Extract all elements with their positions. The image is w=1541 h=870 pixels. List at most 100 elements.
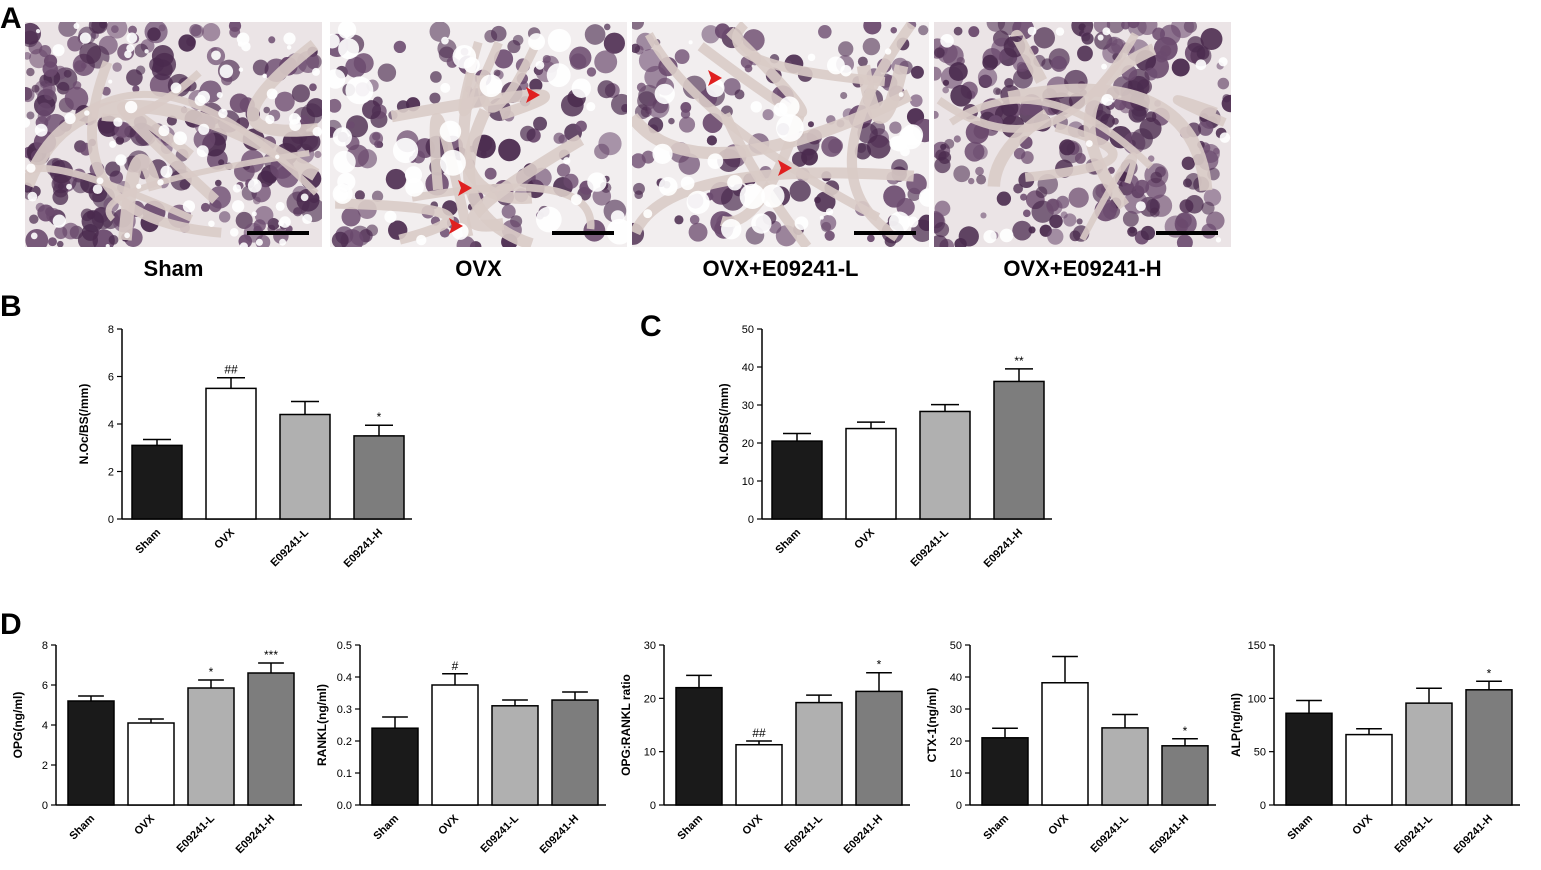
y-tick-label: 150 [1248, 640, 1266, 652]
y-tick-label: 30 [644, 640, 656, 652]
x-tick-label: E09241-L [478, 812, 521, 855]
bar-e09241-h [993, 380, 1045, 520]
bar-sham [131, 444, 183, 520]
x-tick-label: Sham [981, 812, 1011, 842]
chart-d1: 0 2 4 6 8 OPG(ng/ml) Sham OVX * E09241-L *** E09241… [11, 632, 308, 870]
bar-e09241-l [279, 413, 331, 520]
x-tick-label: E09241-L [1392, 812, 1435, 855]
micrograph-image [934, 22, 1231, 247]
micrograph-label: OVX [455, 256, 502, 281]
y-axis-label: CTX-1(ng/ml) [925, 688, 939, 763]
x-tick-label: Sham [371, 812, 401, 842]
micrograph-label: OVX+E09241-L [702, 256, 859, 281]
red-arrow-icon [458, 180, 472, 196]
bar-e09241-l [1405, 702, 1453, 806]
y-tick-label: 20 [742, 438, 754, 450]
bar-e09241-l [491, 705, 539, 806]
panel-letter-b: B [0, 290, 22, 323]
red-arrow-icon [778, 160, 792, 176]
y-tick-label: 30 [950, 704, 962, 716]
bar-e09241-l [795, 701, 843, 806]
y-tick-label: 40 [742, 362, 754, 374]
significance-label: ## [752, 726, 766, 740]
red-arrow-icon [526, 87, 540, 103]
y-axis-label: N.Ob/BS(/mm) [717, 383, 731, 464]
y-tick-label: 0.3 [337, 704, 352, 716]
micrograph-2 [330, 22, 627, 247]
red-arrow-icon [449, 218, 463, 234]
x-tick-label: OVX [212, 526, 237, 551]
y-tick-label: 2 [42, 760, 48, 772]
bar-sham [1285, 712, 1333, 806]
x-tick-label: Sham [67, 812, 97, 842]
x-tick-label: OVX [132, 812, 157, 837]
bar-sham [371, 727, 419, 806]
bar-ovx [1345, 733, 1393, 806]
y-axis-label: OPG(ng/ml) [11, 692, 25, 759]
bar-e09241-h [551, 699, 599, 806]
x-tick-label: E09241-L [1088, 812, 1131, 855]
x-tick-label: E09241-H [842, 813, 886, 857]
y-tick-label: 8 [108, 324, 114, 336]
bar-sham [981, 737, 1029, 806]
y-tick-label: 0.5 [337, 640, 352, 652]
x-tick-label: E09241-H [1148, 813, 1192, 857]
y-tick-label: 50 [950, 640, 962, 652]
y-tick-label: 4 [108, 419, 114, 431]
bar-e09241-l [1101, 727, 1149, 806]
y-tick-label: 0 [956, 800, 962, 812]
x-tick-label: E09241-L [174, 812, 217, 855]
y-tick-label: 10 [950, 768, 962, 780]
micrograph-3 [632, 22, 929, 247]
micrograph-image [330, 22, 627, 247]
bar-sham [771, 440, 823, 520]
y-tick-label: 40 [950, 672, 962, 684]
x-tick-label: OVX [1350, 812, 1375, 837]
chart-d5: 0 50 100 150 ALP(ng/ml) Sham OVX E09241-L * E0924… [1229, 632, 1526, 870]
y-tick-label: 0.1 [337, 768, 352, 780]
y-axis-label: N.Oc/BS(/mm) [77, 384, 91, 465]
x-tick-label: E09241-H [538, 813, 582, 857]
chart-d2: 0.0 0.1 0.2 0.3 0.4 0.5 RANKL(ng/ml) Sham # OVX E0… [315, 632, 612, 870]
y-tick-label: 4 [42, 720, 48, 732]
x-tick-label: E09241-L [908, 526, 951, 569]
y-tick-label: 0.0 [337, 800, 352, 812]
bar-ovx [845, 427, 897, 520]
bar-ovx [735, 743, 783, 806]
y-tick-label: 2 [108, 467, 114, 479]
y-tick-label: 0.2 [337, 736, 352, 748]
significance-label: # [452, 659, 459, 673]
chart-b: 0 2 4 6 8 N.Oc/BS(/mm) Sham ## OVX E09241-L * E0924… [60, 315, 430, 595]
y-tick-label: 10 [742, 476, 754, 488]
y-tick-label: 20 [644, 693, 656, 705]
x-tick-label: Sham [1285, 812, 1315, 842]
bar-e09241-h [353, 435, 405, 520]
x-tick-label: Sham [675, 812, 705, 842]
red-arrow-icon [708, 70, 722, 86]
y-tick-label: 0 [748, 514, 754, 526]
significance-label: * [1487, 666, 1492, 680]
y-tick-label: 0 [42, 800, 48, 812]
x-tick-label: E09241-L [268, 526, 311, 569]
y-axis-label: RANKL(ng/ml) [315, 684, 329, 766]
x-tick-label: OVX [1046, 812, 1071, 837]
micrograph-1 [25, 22, 322, 247]
significance-label: * [1183, 724, 1188, 738]
x-tick-label: E09241-H [1452, 813, 1496, 857]
bar-sham [675, 686, 723, 806]
panel-letter-c: C [640, 310, 662, 343]
bar-ovx [205, 387, 257, 520]
y-tick-label: 8 [42, 640, 48, 652]
y-tick-label: 0.4 [337, 672, 352, 684]
bar-e09241-l [187, 687, 235, 806]
y-tick-label: 10 [644, 747, 656, 759]
y-tick-label: 30 [742, 400, 754, 412]
bar-e09241-h [1465, 689, 1513, 806]
x-tick-label: E09241-H [342, 527, 386, 571]
y-tick-label: 0 [650, 800, 656, 812]
bar-e09241-h [1161, 745, 1209, 806]
x-tick-label: Sham [133, 526, 163, 556]
chart-d4: 0 10 20 30 40 50 CTX-1(ng/ml) Sham OVX E09241-L * E… [925, 632, 1222, 870]
significance-label: * [209, 665, 214, 679]
micrograph-label: OVX+E09241-H [1003, 256, 1162, 281]
